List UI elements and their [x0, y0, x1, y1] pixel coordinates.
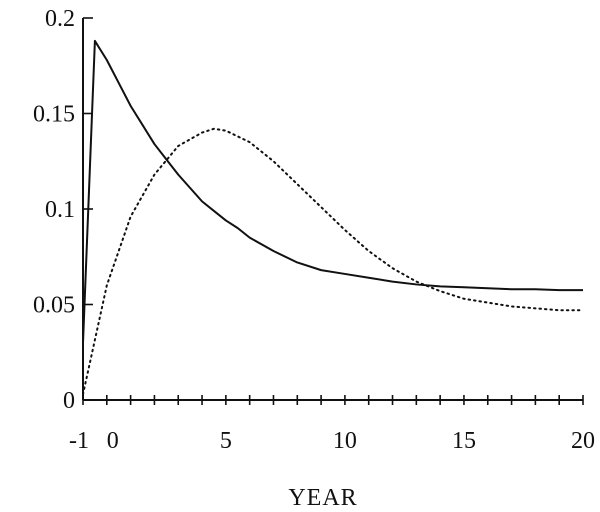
y-tick-label: 0.1: [45, 197, 75, 223]
x-tick-label: 15: [452, 428, 476, 454]
axes: [82, 18, 583, 401]
tick-labels: 0 0.05 0.1 0.15 0.2 -1 0 5 10 15 20: [33, 6, 595, 454]
x-tick-label: 5: [220, 428, 232, 454]
y-tick-label: 0.15: [33, 102, 75, 128]
y-tick-label: 0.2: [45, 6, 75, 32]
x-tick-label: 0: [107, 428, 119, 454]
ticks: [82, 17, 584, 405]
x-axis-title: YEAR: [288, 485, 357, 511]
x-tick-label: -1: [69, 428, 89, 454]
series-dotted-line: [82, 127, 584, 396]
x-tick-label: 10: [333, 428, 357, 454]
series-layer: [82, 39, 584, 396]
y-tick-label: 0: [63, 388, 75, 414]
x-tick-label: 20: [571, 428, 595, 454]
y-tick-label: 0.05: [33, 293, 75, 319]
series-solid-line: [82, 39, 583, 343]
